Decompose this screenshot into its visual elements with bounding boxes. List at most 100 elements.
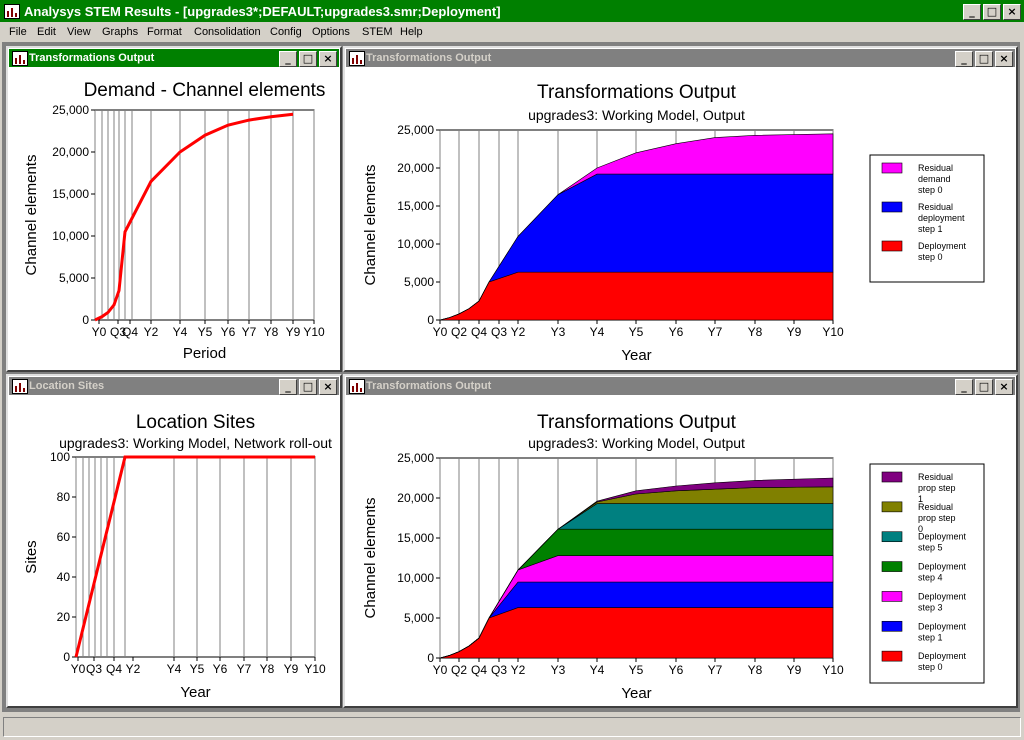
window-title-bar[interactable]: Location Sites _ □ × xyxy=(9,377,339,395)
window-title-bar[interactable]: Transformations Output _ □ × xyxy=(346,377,1015,395)
x-tick-label: Y4 xyxy=(167,662,182,676)
minimize-button[interactable]: _ xyxy=(955,379,973,395)
y-tick-label: 10,000 xyxy=(52,229,89,243)
x-axis-label: Year xyxy=(180,684,210,701)
chart-title: Location Sites xyxy=(136,412,255,433)
minimize-button[interactable]: _ xyxy=(955,51,973,67)
maximize-button[interactable]: □ xyxy=(299,51,317,67)
menu-bar: File Edit View Graphs Format Consolidati… xyxy=(0,22,1024,42)
x-tick-label: Y8 xyxy=(748,325,763,339)
x-tick-label: Y2 xyxy=(511,325,526,339)
window-location-sites[interactable]: Location Sites _ □ × Location Sites upgra… xyxy=(6,374,342,708)
menu-format[interactable]: Format xyxy=(147,26,182,38)
window-chart-icon[interactable] xyxy=(12,51,28,66)
x-tick-label: Y3 xyxy=(551,663,566,677)
legend-label: step 1 xyxy=(918,632,943,642)
legend-label: deployment xyxy=(918,213,965,223)
app-title-bar[interactable]: Analysys STEM Results - [upgrades3*;DEFA… xyxy=(0,0,1024,22)
x-tick-label: Y9 xyxy=(787,663,802,677)
window-demand-chart[interactable]: Transformations Output _ □ × Demand - Ch… xyxy=(6,46,342,372)
maximize-button[interactable]: □ xyxy=(983,4,1001,20)
menu-graphs[interactable]: Graphs xyxy=(102,26,139,38)
legend-label: Deployment xyxy=(918,241,967,251)
y-tick-label: 20 xyxy=(57,610,71,624)
y-axis-label: Channel elements xyxy=(362,498,379,619)
x-tick-label: Q3 xyxy=(491,663,507,677)
chart-title: Demand - Channel elements xyxy=(84,80,326,101)
menu-view[interactable]: View xyxy=(67,26,91,38)
y-tick-label: 5,000 xyxy=(404,611,434,625)
legend xyxy=(869,154,985,283)
app-chart-icon[interactable] xyxy=(4,4,20,19)
legend-label: step 1 xyxy=(918,224,943,234)
x-tick-label: Q2 xyxy=(451,663,467,677)
chart-title: Transformations Output xyxy=(537,82,737,103)
x-tick-label: Y0 xyxy=(433,663,448,677)
y-tick-label: 0 xyxy=(427,313,434,327)
minimize-button[interactable]: _ xyxy=(279,379,297,395)
chart-subtitle: upgrades3: Working Model, Output xyxy=(528,435,745,451)
menu-consolidation[interactable]: Consolidation xyxy=(194,26,261,38)
x-tick-label: Y5 xyxy=(198,325,213,339)
close-button[interactable]: × xyxy=(319,51,337,67)
status-bar xyxy=(0,714,1024,740)
minimize-button[interactable]: _ xyxy=(963,4,981,20)
window-title-bar[interactable]: Transformations Output _ □ × xyxy=(9,49,339,67)
minimize-button[interactable]: _ xyxy=(279,51,297,67)
window-chart-icon[interactable] xyxy=(349,51,365,66)
x-tick-label: Y9 xyxy=(284,662,299,676)
legend xyxy=(869,463,985,684)
window-title: Location Sites xyxy=(29,380,105,392)
legend-swatch xyxy=(881,240,903,252)
y-tick-label: 5,000 xyxy=(404,275,434,289)
y-axis-label: Sites xyxy=(23,540,40,573)
legend-label: prop step xyxy=(918,513,956,523)
menu-config[interactable]: Config xyxy=(270,26,302,38)
x-tick-label: Y10 xyxy=(822,325,844,339)
window-title-bar[interactable]: Transformations Output _ □ × xyxy=(346,49,1015,67)
window-title: Transformations Output xyxy=(366,380,492,392)
close-button[interactable]: × xyxy=(995,379,1013,395)
window-chart-icon[interactable] xyxy=(349,379,365,394)
y-tick-label: 0 xyxy=(63,650,70,664)
menu-stem[interactable]: STEM xyxy=(362,26,393,38)
x-tick-label: Y10 xyxy=(822,663,844,677)
x-tick-label: Q3 xyxy=(110,325,126,339)
menu-edit[interactable]: Edit xyxy=(37,26,56,38)
close-button[interactable]: × xyxy=(319,379,337,395)
x-tick-label: Y7 xyxy=(237,662,252,676)
x-tick-label: Y0 xyxy=(71,662,86,676)
legend-label: step 0 xyxy=(918,662,943,672)
x-tick-label: Y4 xyxy=(590,663,605,677)
plot-area xyxy=(75,456,316,658)
maximize-button[interactable]: □ xyxy=(299,379,317,395)
window-chart-icon[interactable] xyxy=(12,379,28,394)
maximize-button[interactable]: □ xyxy=(975,51,993,67)
y-axis-label: Channel elements xyxy=(362,165,379,286)
window-transformations-output-2[interactable]: Transformations Output _ □ × Transformat… xyxy=(343,374,1018,708)
y-tick-label: 25,000 xyxy=(52,103,89,117)
menu-file[interactable]: File xyxy=(9,26,27,38)
legend-label: demand xyxy=(918,174,951,184)
x-tick-label: Q4 xyxy=(471,663,487,677)
x-tick-label: Y10 xyxy=(304,662,326,676)
y-tick-label: 80 xyxy=(57,490,71,504)
y-tick-label: 40 xyxy=(57,570,71,584)
maximize-button[interactable]: □ xyxy=(975,379,993,395)
area-series xyxy=(439,607,834,659)
menu-options[interactable]: Options xyxy=(312,26,350,38)
x-tick-label: Y8 xyxy=(260,662,275,676)
legend-label: step 4 xyxy=(918,573,943,583)
menu-help[interactable]: Help xyxy=(400,26,423,38)
x-tick-label: Q3 xyxy=(86,662,102,676)
close-button[interactable]: × xyxy=(1003,4,1021,20)
legend-label: Deployment xyxy=(918,651,967,661)
legend-label: step 0 xyxy=(918,185,943,195)
legend-swatch xyxy=(881,620,903,632)
window-transformations-output-1[interactable]: Transformations Output _ □ × Transformat… xyxy=(343,46,1018,372)
line-series xyxy=(94,112,294,322)
x-tick-label: Y10 xyxy=(303,325,325,339)
area-series xyxy=(439,133,834,321)
y-tick-label: 25,000 xyxy=(397,451,434,465)
close-button[interactable]: × xyxy=(995,51,1013,67)
